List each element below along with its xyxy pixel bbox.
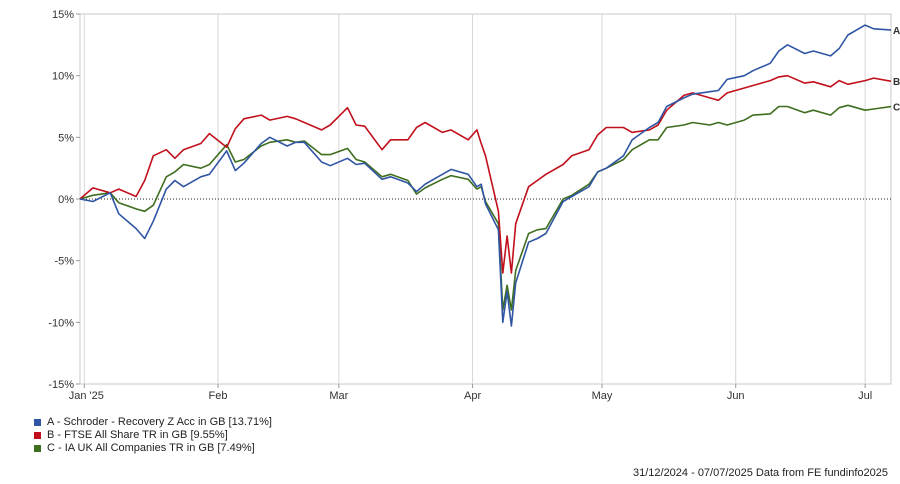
series-line-b	[79, 74, 892, 274]
y-tick-label: 10%	[52, 71, 74, 83]
line-chart: Jan '25 Feb Mar Apr May Jun Jul 15% 10% 5% 0% -5% -1…	[48, 9, 900, 402]
y-tick-label: -10%	[48, 317, 74, 329]
x-tick-label: Jul	[858, 390, 872, 402]
legend-swatch-a	[34, 419, 41, 426]
y-tick-label: 0%	[58, 194, 74, 206]
chart-legend: A - Schroder - Recovery Z Acc in GB [13.…	[34, 416, 272, 455]
legend-label-a: A - Schroder - Recovery Z Acc in GB [13.…	[47, 416, 272, 428]
x-tick-label: Jan '25	[69, 390, 104, 402]
end-label-b: B	[893, 77, 900, 88]
x-tick-label: Mar	[329, 390, 348, 402]
x-tick-label: Feb	[209, 390, 228, 402]
x-tick-label: May	[592, 390, 613, 402]
legend-item-a: A - Schroder - Recovery Z Acc in GB [13.…	[34, 416, 272, 429]
end-label-a: A	[893, 26, 900, 37]
y-tick-label: 5%	[58, 132, 74, 144]
x-tick-label: Apr	[464, 390, 481, 402]
end-label-layer: A B C	[893, 26, 900, 114]
legend-label-b: B - FTSE All Share TR in GB [9.55%]	[47, 429, 228, 441]
end-label-c: C	[893, 103, 900, 114]
legend-swatch-c	[34, 445, 41, 452]
legend-item-c: C - IA UK All Companies TR in GB [7.49%]	[34, 442, 272, 455]
legend-label-c: C - IA UK All Companies TR in GB [7.49%]	[47, 442, 255, 454]
x-tick-label: Jun	[727, 390, 745, 402]
series-layer	[79, 24, 892, 327]
series-line-c	[79, 104, 892, 311]
legend-swatch-b	[34, 432, 41, 439]
data-source-footer: 31/12/2024 - 07/07/2025 Data from FE fun…	[632, 467, 888, 479]
axis-layer: Jan '25 Feb Mar Apr May Jun Jul 15% 10% 5% 0% -5% -1…	[48, 9, 872, 402]
series-line-a	[79, 24, 892, 327]
y-tick-label: -5%	[54, 256, 74, 268]
legend-item-b: B - FTSE All Share TR in GB [9.55%]	[34, 429, 272, 442]
y-tick-label: 15%	[52, 9, 74, 21]
y-tick-label: -15%	[48, 379, 74, 391]
